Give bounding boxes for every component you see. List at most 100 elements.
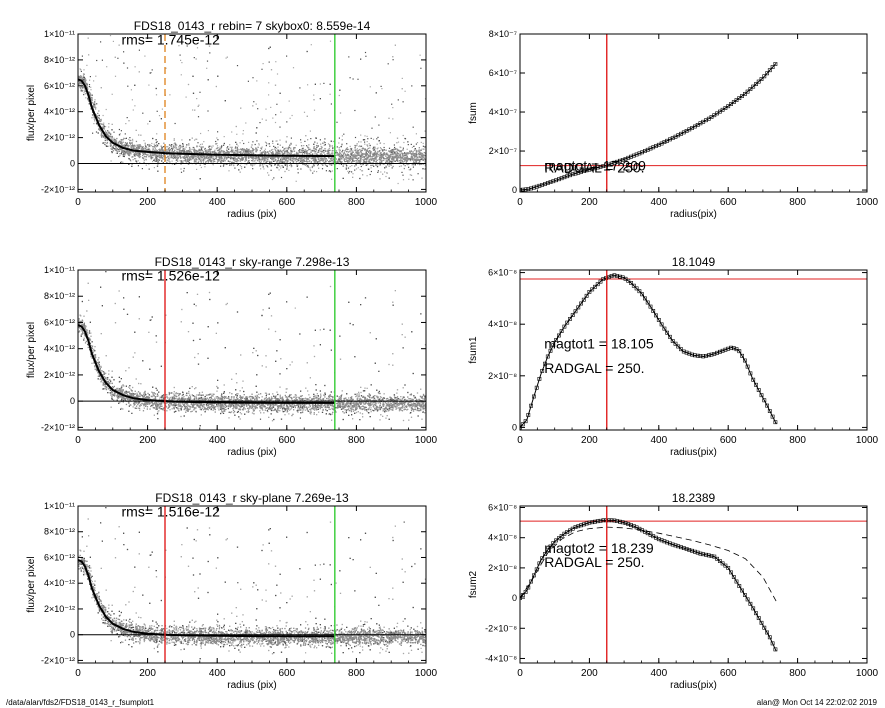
scatter-point [81,75,83,78]
scatter-point [234,158,237,160]
scatter-point [392,56,394,58]
scatter-point [418,159,420,161]
scatter-point [202,158,204,160]
scatter-point [373,148,375,150]
scatter-point [296,156,298,158]
scatter-point [380,85,382,87]
scatter-point [396,149,399,151]
scatter-point [385,158,387,160]
scatter-point [374,116,376,118]
scatter-point [80,75,82,77]
scatter-point [121,144,123,147]
scatter-point [402,152,404,155]
scatter-point [80,69,82,71]
scatter-point [122,150,124,152]
scatter-point [172,157,174,160]
scatter-point [369,86,371,88]
scatter-point [284,170,286,173]
scatter-point [159,157,161,159]
scatter-point [215,158,217,160]
scatter-point [206,60,209,62]
scatter-point [277,156,279,158]
scatter-point [277,164,279,166]
scatter-point [153,153,155,155]
scatter-point [346,157,348,159]
scatter-point [113,148,116,150]
scatter-point [285,158,287,160]
scatter-point [96,115,98,117]
scatter-point [291,114,293,117]
scatter-point [424,98,426,100]
scatter-point [210,160,212,162]
scatter-point [155,158,157,160]
scatter-point [270,169,272,171]
scatter-point [183,150,185,152]
scatter-point [228,156,230,158]
scatter-point [416,156,418,159]
scatter-point [108,123,110,125]
scatter-point [279,126,281,128]
scatter-point [345,154,347,156]
scatter-point [414,154,416,156]
scatter-point [191,148,193,150]
scatter-point [424,158,426,160]
scatter-point [272,151,274,153]
scatter-point [143,147,145,149]
scatter-point [307,146,309,148]
scatter-point [96,123,98,125]
scatter-point [278,160,280,162]
scatter-point [151,155,153,157]
scatter-point [360,145,363,147]
scatter-point [348,161,350,163]
scatter-point [178,146,180,148]
scatter-point [359,169,361,171]
scatter-point [300,158,302,160]
scatter-point [237,150,239,152]
scatter-point [241,159,243,161]
scatter-point [240,153,242,155]
scatter-point [324,148,327,150]
scatter-point [243,148,245,151]
scatter-point [163,156,165,158]
scatter-point [133,154,136,156]
scatter-point [380,160,383,162]
scatter-point [204,148,206,151]
scatter-point [158,115,161,117]
scatter-point [115,141,117,143]
scatter-point [299,87,301,89]
scatter-point [108,131,110,133]
scatter-point [110,144,112,147]
scatter-point [306,151,308,154]
scatter-point [141,146,143,148]
scatter-point [84,82,86,84]
scatter-point [357,161,359,163]
scatter-point [397,157,399,159]
scatter-point [145,164,147,166]
scatter-point [244,160,246,162]
scatter-point [287,151,289,153]
scatter-point [159,156,162,159]
scatter-point [356,155,358,157]
y-tick-label: 2×10⁻¹² [44,133,75,143]
scatter-point [81,86,83,88]
scatter-point [316,144,318,147]
scatter-point [242,157,244,159]
scatter-point [120,139,122,141]
scatter-point [330,157,333,160]
scatter-point [100,133,103,135]
scatter-point [396,155,398,157]
scatter-point [244,166,246,168]
scatter-point [278,162,280,164]
radial-profile-line [78,78,335,158]
scatter-point [263,151,265,153]
scatter-point [187,160,189,162]
scatter-point [161,154,163,157]
scatter-point [356,144,358,147]
scatter-point [245,149,247,151]
scatter-point [219,148,221,150]
scatter-point [374,147,376,149]
scatter-point [313,145,316,148]
scatter-point [180,171,183,173]
scatter-point [419,151,421,153]
scatter-point [200,166,202,169]
